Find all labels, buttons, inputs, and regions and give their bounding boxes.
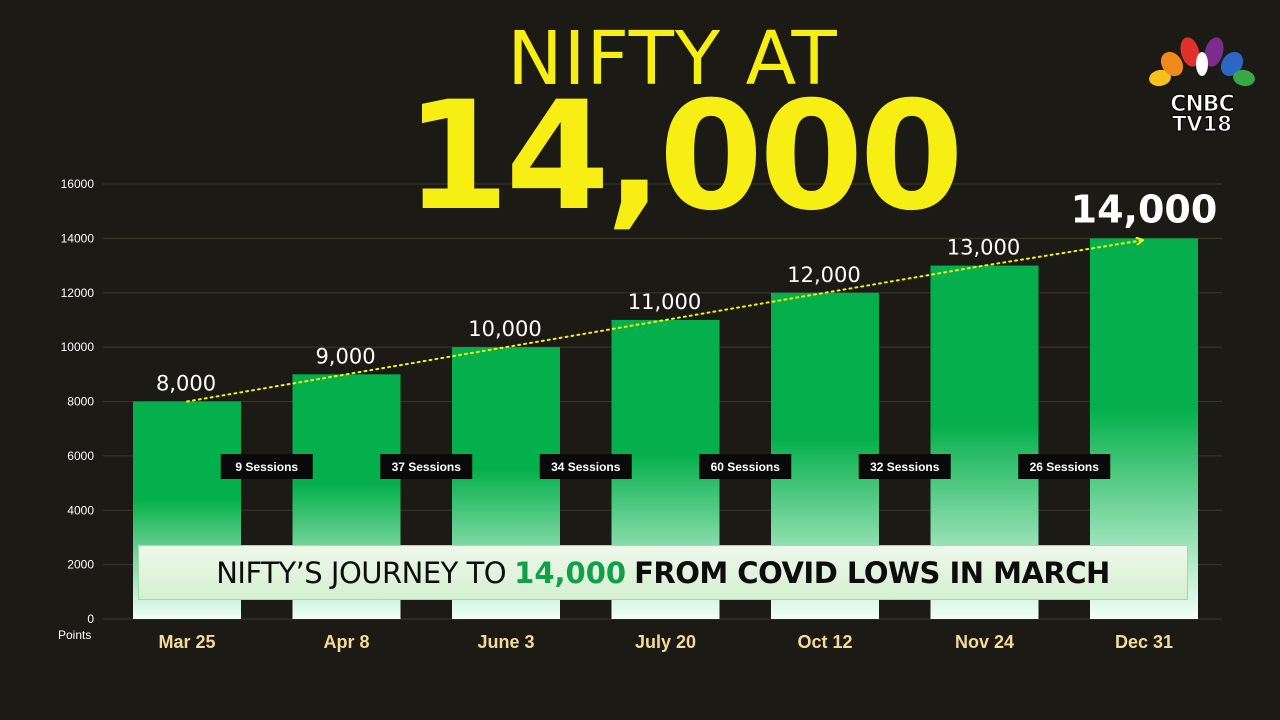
y-tick-label: 12000 bbox=[61, 286, 95, 300]
session-label: 9 Sessions bbox=[235, 460, 298, 474]
caption-part-3: FROM COVID LOWS IN MARCH bbox=[634, 555, 1110, 590]
session-badge bbox=[858, 454, 951, 479]
trend-arrow bbox=[186, 240, 1142, 403]
x-tick-label: July 20 bbox=[635, 632, 696, 652]
x-tick-label: Nov 24 bbox=[955, 632, 1014, 652]
caption-banner: NIFTY’S JOURNEY TO 14,000 FROM COVID LOW… bbox=[138, 545, 1188, 600]
data-label: 11,000 bbox=[628, 290, 701, 314]
peacock-icon bbox=[1149, 37, 1255, 87]
x-tick-label: Apr 8 bbox=[323, 632, 369, 652]
data-label: 10,000 bbox=[468, 317, 541, 341]
session-badge bbox=[220, 454, 313, 479]
cnbc-tv18-logo: CNBC TV18 bbox=[1140, 34, 1264, 138]
data-label: 13,000 bbox=[947, 236, 1020, 260]
logo-text-tv18: TV18 bbox=[1172, 112, 1233, 136]
data-label: 9,000 bbox=[315, 344, 375, 368]
session-label: 60 Sessions bbox=[711, 460, 781, 474]
caption-part-1: NIFTY’S JOURNEY TO bbox=[216, 555, 507, 590]
data-label: 12,000 bbox=[787, 263, 860, 287]
x-tick-label: June 3 bbox=[477, 632, 534, 652]
y-tick-label: 14000 bbox=[61, 231, 95, 245]
session-label: 37 Sessions bbox=[392, 460, 462, 474]
data-label: 14,000 bbox=[1071, 187, 1218, 231]
session-label: 34 Sessions bbox=[551, 460, 621, 474]
session-badge bbox=[699, 454, 792, 479]
y-tick-label: 6000 bbox=[67, 449, 94, 463]
y-tick-label: 16000 bbox=[61, 177, 95, 191]
session-label: 32 Sessions bbox=[870, 460, 940, 474]
x-tick-label: Mar 25 bbox=[158, 632, 215, 652]
y-tick-label: 10000 bbox=[61, 340, 95, 354]
title-line-1: NIFTY AT bbox=[507, 16, 838, 102]
logo-text-cnbc: CNBC bbox=[1170, 92, 1235, 117]
y-tick-label: 8000 bbox=[67, 395, 94, 409]
x-tick-label: Oct 12 bbox=[797, 632, 852, 652]
y-tick-label: 2000 bbox=[67, 558, 94, 572]
x-tick-label: Dec 31 bbox=[1115, 632, 1173, 652]
session-badge bbox=[380, 454, 473, 479]
data-label: 8,000 bbox=[156, 372, 216, 396]
session-badge bbox=[539, 454, 632, 479]
session-badge bbox=[1018, 454, 1111, 479]
title-line-2: 14,000 bbox=[405, 70, 964, 244]
caption-part-2: 14,000 bbox=[514, 555, 627, 590]
y-axis-label: Points bbox=[58, 628, 91, 642]
session-label: 26 Sessions bbox=[1030, 460, 1100, 474]
y-tick-label: 0 bbox=[87, 612, 94, 626]
y-tick-label: 4000 bbox=[67, 503, 94, 517]
